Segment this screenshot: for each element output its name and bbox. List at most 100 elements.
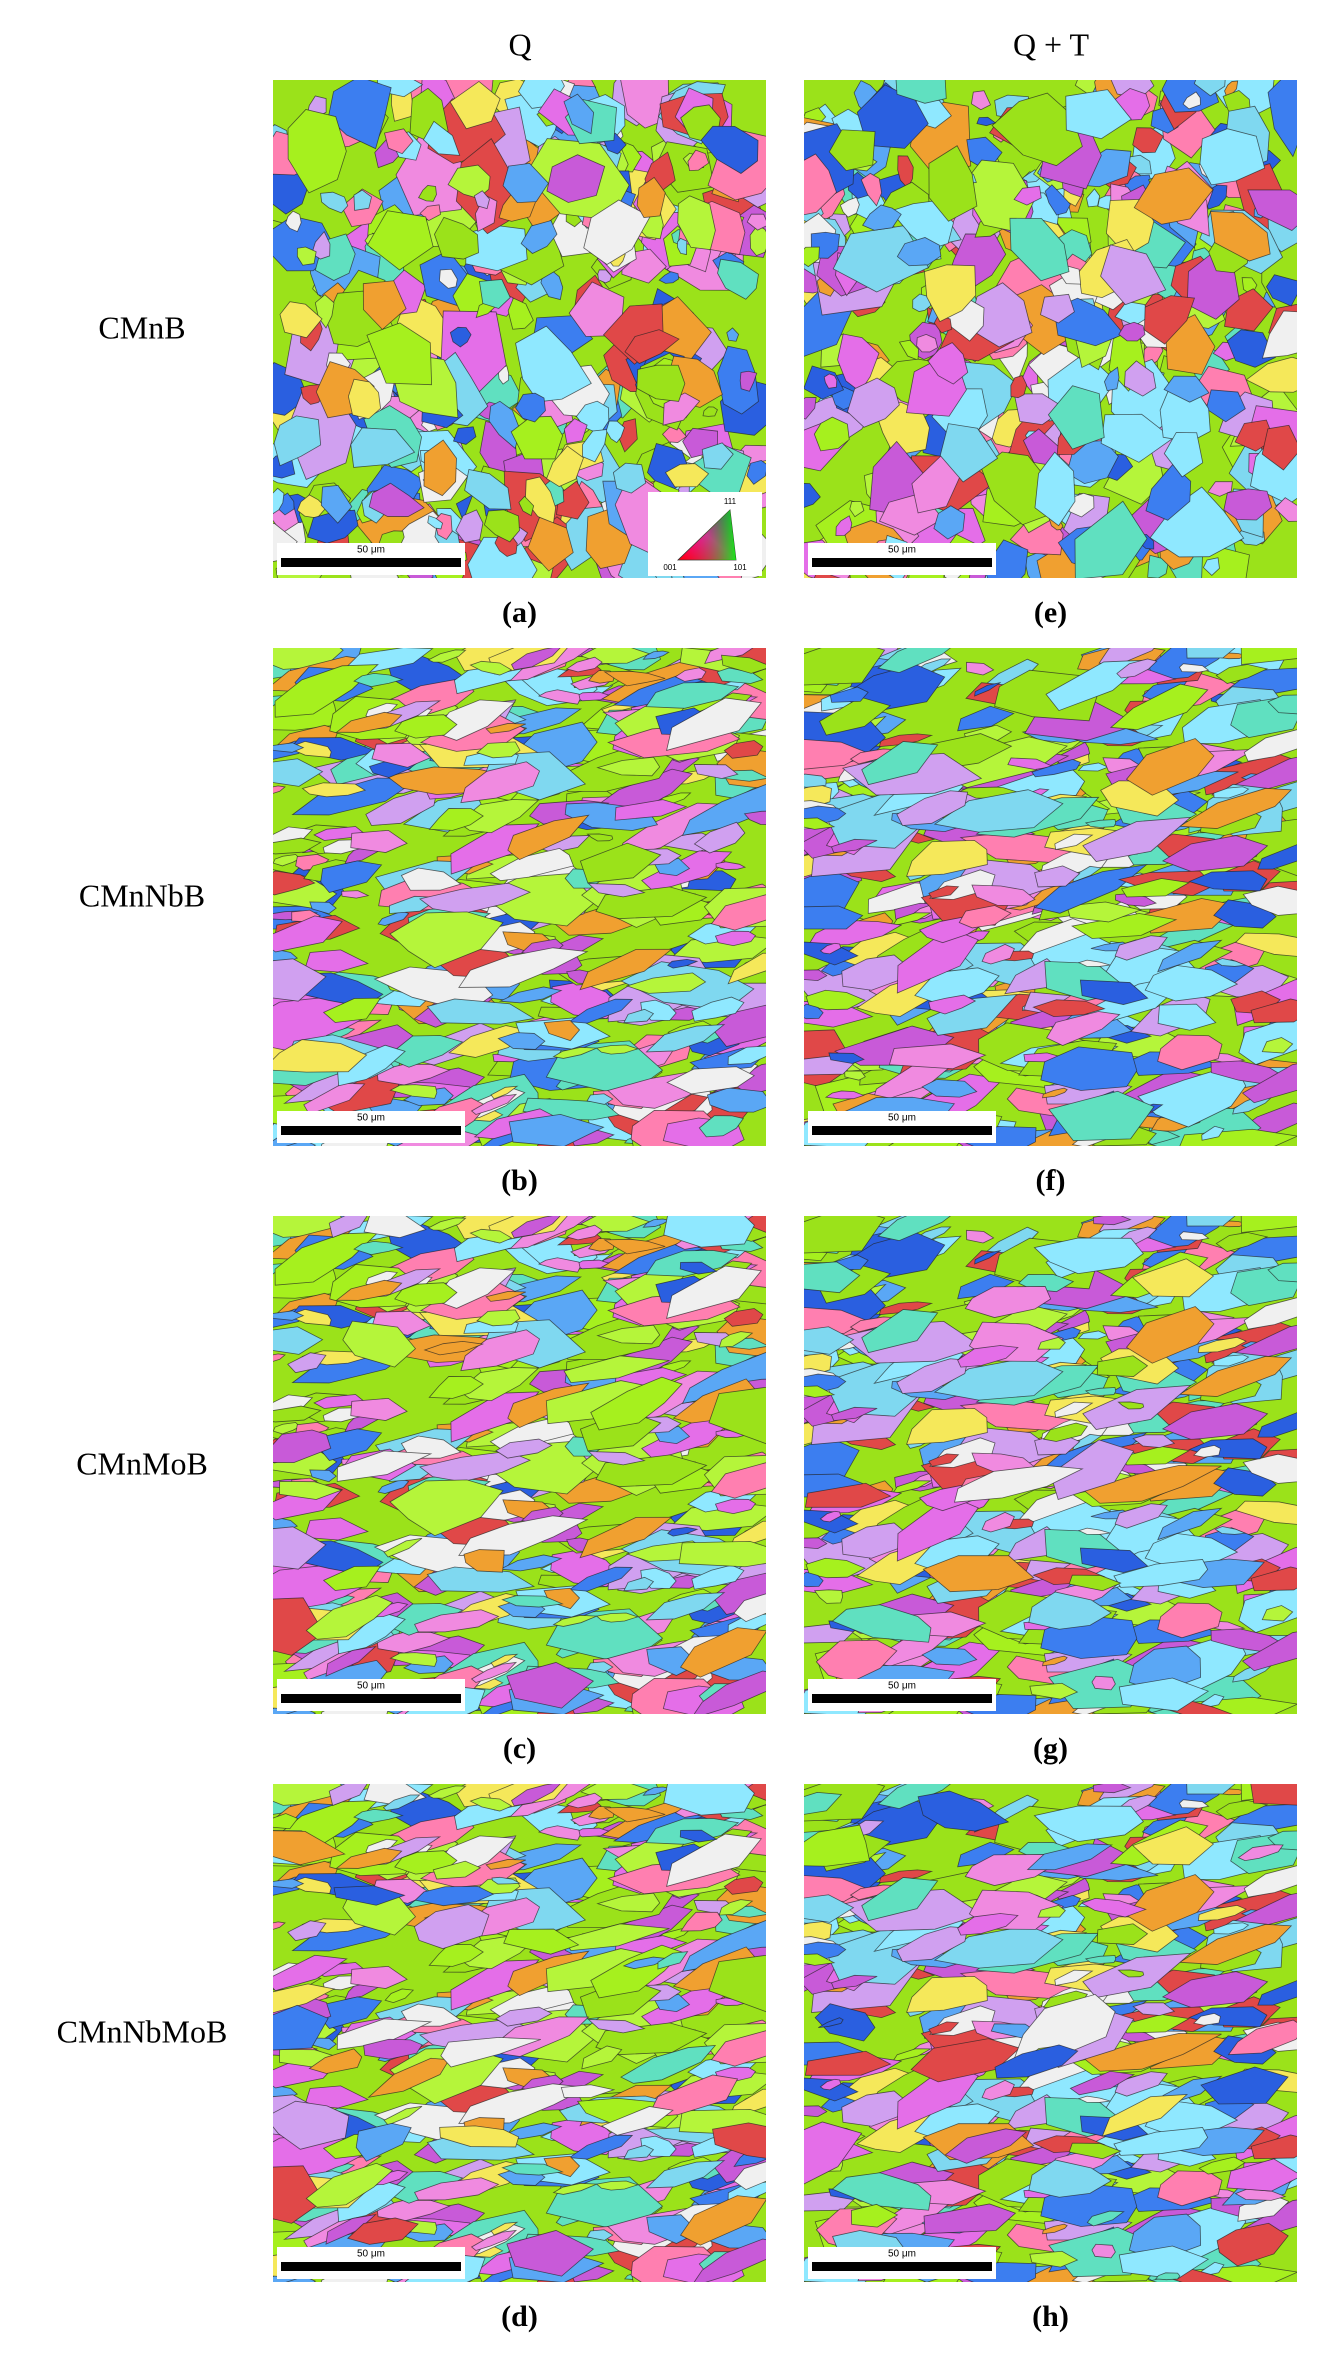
grain (362, 280, 407, 331)
grain (804, 1003, 824, 1020)
grain (287, 1920, 327, 1942)
grain (595, 1044, 639, 1055)
grain (510, 1216, 564, 1239)
grain (428, 1376, 484, 1399)
grain (804, 246, 820, 268)
grain (305, 1594, 394, 1640)
grain (895, 80, 947, 104)
grain (614, 799, 688, 821)
grain (426, 998, 535, 1025)
grain (1028, 1591, 1112, 1630)
grain (322, 1565, 382, 1591)
grain (1186, 1216, 1239, 1227)
grain (964, 1854, 1052, 1886)
grain (322, 997, 382, 1023)
grain (804, 153, 837, 218)
grain (485, 1859, 526, 1870)
grain (1098, 648, 1166, 666)
grain (1243, 1864, 1297, 1898)
grain (1044, 184, 1071, 216)
grain (1186, 1784, 1239, 1795)
grain (804, 1824, 871, 1867)
grain (704, 648, 765, 665)
grain (1267, 80, 1297, 158)
grain (924, 264, 977, 323)
grain (666, 697, 763, 751)
grain (897, 155, 914, 189)
grain (702, 406, 718, 417)
grain (1079, 1547, 1149, 1573)
panel-caption: (h) (1032, 2300, 1069, 2333)
grain (690, 2238, 766, 2282)
grain (681, 1916, 766, 1972)
grain (1116, 658, 1158, 679)
grain (733, 2158, 766, 2191)
grain (1267, 694, 1297, 715)
grain (1120, 878, 1191, 898)
grain (414, 1885, 495, 1907)
scale-bar-label: 50 μm (888, 1113, 916, 1124)
grain (467, 536, 538, 578)
grain (679, 1829, 718, 1843)
scale-bar-label: 50 μm (357, 1113, 385, 1124)
grain (350, 829, 408, 853)
grain (1083, 2033, 1222, 2072)
grain (846, 377, 900, 428)
grain (1054, 833, 1094, 851)
grain (449, 80, 501, 130)
grain (727, 1045, 766, 1065)
grain (1154, 2272, 1181, 2281)
grain (804, 1894, 855, 1923)
grain (971, 90, 992, 111)
grain (1215, 1800, 1269, 1821)
grain (1250, 1566, 1297, 1592)
grain (723, 1308, 764, 1327)
grain (501, 1595, 564, 1608)
grain (510, 1784, 564, 1807)
grain (645, 1592, 726, 1621)
grain (417, 185, 437, 202)
grain (718, 1331, 754, 1348)
grain (623, 1008, 655, 1024)
grain (829, 686, 869, 703)
grain (587, 883, 646, 898)
grain (1077, 1527, 1111, 1535)
grain (1054, 1401, 1094, 1419)
grains (804, 648, 1297, 1146)
grain (1161, 1403, 1269, 1441)
grain (1163, 375, 1210, 403)
grain (1091, 2243, 1116, 2259)
grain (470, 2229, 518, 2251)
grain (727, 952, 766, 985)
grain (896, 1358, 969, 1394)
grain (273, 1829, 346, 1866)
grain (976, 116, 997, 127)
grain (914, 967, 1000, 1007)
grain (485, 723, 526, 734)
grain (366, 210, 434, 271)
grain (1128, 1645, 1202, 1693)
grain (586, 1093, 614, 1105)
grain (376, 1063, 451, 1086)
grain (877, 648, 966, 674)
grain (452, 426, 477, 445)
grain (1124, 360, 1157, 397)
grain (680, 1911, 723, 1932)
grain (1071, 913, 1178, 939)
grain (1114, 2071, 1168, 2097)
scale-bar (281, 2262, 461, 2271)
grain (1193, 2012, 1221, 2026)
grain (347, 378, 381, 420)
grain (1261, 424, 1297, 471)
grain (922, 1555, 1035, 1593)
grain (1065, 89, 1132, 140)
grain (991, 92, 1083, 167)
grain (1098, 1784, 1166, 1802)
grain (823, 373, 838, 389)
grain (507, 297, 534, 330)
grain (957, 1345, 1019, 1368)
grain (1207, 481, 1233, 497)
grain (1118, 1677, 1210, 1712)
grain (506, 2230, 595, 2277)
grain (287, 1352, 327, 1374)
